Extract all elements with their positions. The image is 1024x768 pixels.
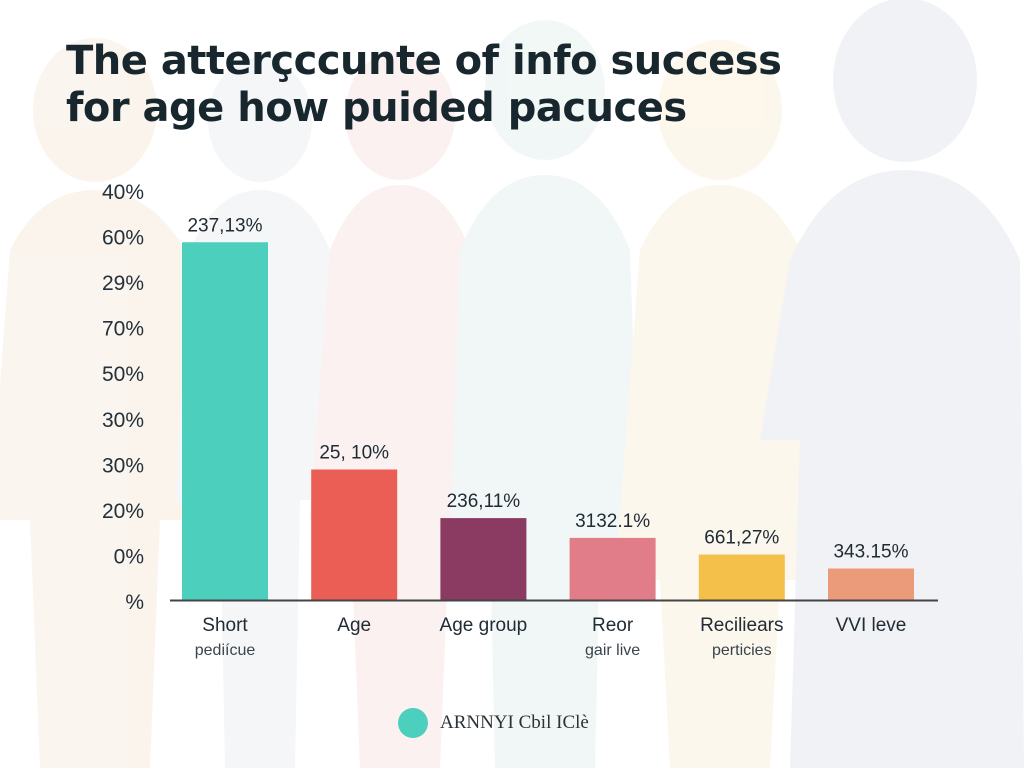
category-label: Reor (592, 615, 634, 636)
category-label: Age (337, 615, 371, 636)
silhouette-figure (310, 50, 490, 768)
category-label: Age group (440, 615, 528, 636)
legend: ARNNYI Cbil IClè (398, 706, 589, 740)
category-label: VVI leve (836, 615, 907, 636)
bar-data-label: 343.15% (833, 542, 908, 563)
bar-data-label: 237,13% (187, 215, 262, 236)
bar (828, 568, 914, 600)
y-tick-label: 50% (102, 363, 144, 386)
data-labels-group: 237,13% 25, 10% 236,11% 3132.1% 661,27% 343.1… (187, 215, 908, 562)
chart-title-line: for age how puided pacuces (66, 85, 687, 131)
y-tick-label: 0% (114, 545, 144, 568)
bars-group (182, 242, 914, 600)
bar-data-label: 25, 10% (319, 443, 389, 464)
category-label: perticies (712, 642, 772, 659)
category-labels-group: Short pediícue Age Age group Reor gair live Re… (195, 615, 907, 659)
bar-data-label: 661,27% (704, 528, 779, 549)
legend-label: ARNNYI Cbil IClè (440, 712, 589, 733)
category-label: Short (202, 615, 248, 636)
y-tick-label: 30% (102, 454, 144, 477)
bar (440, 518, 527, 600)
y-tick-label: 40% (102, 181, 144, 204)
y-axis-ticks: 40% 60% 29% 70% 50% 30% 30% 20% 0%% (102, 181, 144, 614)
chart-title-line: The atterçccunte of info success (66, 38, 782, 84)
y-tick-label: 60% (102, 227, 144, 250)
chart-title: The atterçccunte of info success for age… (66, 38, 846, 132)
category-label: gair live (585, 642, 640, 659)
bar-data-label: 236,11% (447, 491, 521, 512)
y-tick-label: % (125, 591, 144, 614)
silhouette-figure (615, 40, 830, 768)
bar (182, 242, 268, 600)
silhouette-figure (0, 38, 205, 768)
y-tick-label: 20% (102, 500, 144, 523)
silhouette-figure (450, 20, 640, 768)
silhouette-figure (760, 0, 1024, 768)
legend-swatch (398, 708, 428, 738)
y-tick-label: 70% (102, 318, 144, 341)
category-label: Reciliears (700, 615, 783, 636)
y-tick-label: 29% (102, 272, 144, 295)
bar-data-label: 3132.1% (575, 511, 650, 532)
bar (311, 469, 398, 600)
bar (569, 537, 656, 600)
bar (698, 554, 785, 600)
category-label: pediícue (195, 642, 256, 659)
y-tick-label: 30% (102, 409, 144, 432)
